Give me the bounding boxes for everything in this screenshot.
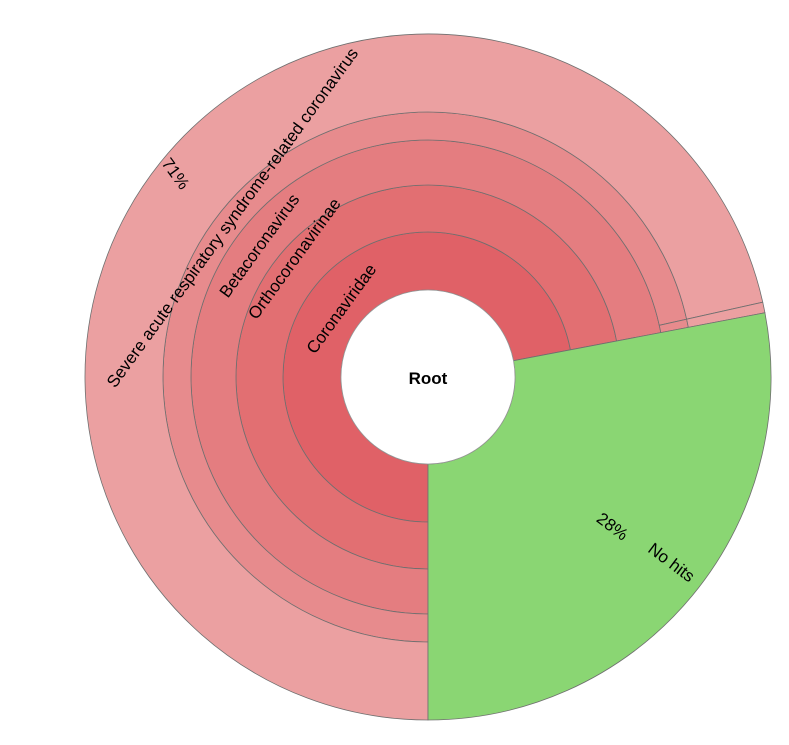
root-node[interactable]: [340, 289, 516, 465]
segment-sars-related-coronavirus[interactable]: [84, 33, 764, 721]
root-label: Root: [409, 369, 448, 388]
sunburst-segments: [84, 33, 772, 721]
